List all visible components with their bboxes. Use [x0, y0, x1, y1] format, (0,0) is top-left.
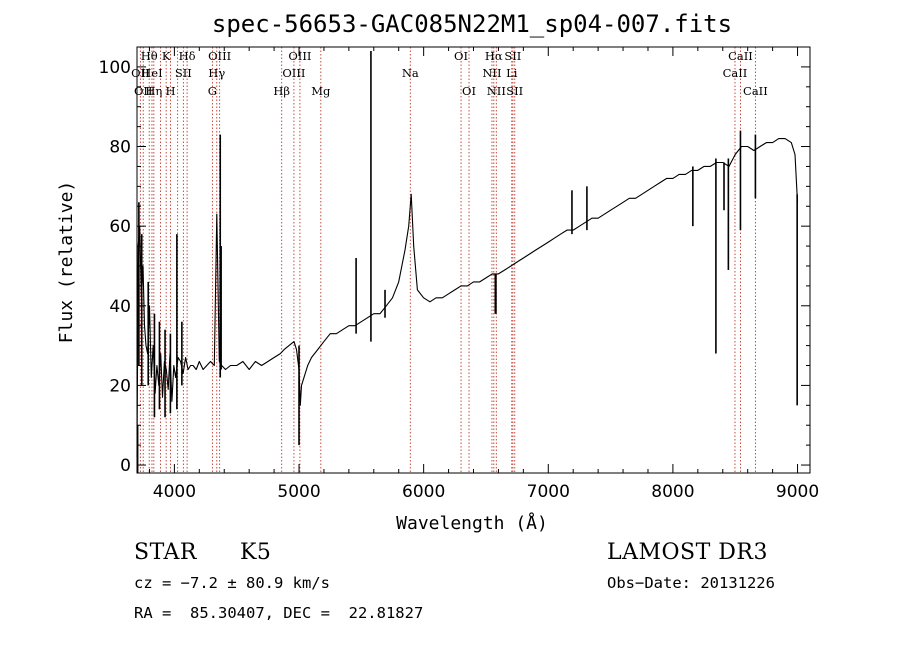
reference-line-label: HeI [141, 66, 162, 80]
y-tick-label: 40 [109, 297, 131, 317]
chart-title: spec-56653-GAC085N22M1_sp04-007.fits [212, 10, 732, 38]
reference-line-label: Hδ [179, 49, 196, 63]
reference-line-label: NII [482, 66, 501, 80]
reference-line-label: OI [462, 84, 476, 98]
y-tick-label: 20 [109, 376, 131, 396]
reference-line-label: Hα [485, 49, 503, 63]
observation-date: Obs−Date: 20131226 [607, 574, 775, 592]
reference-line-label: OII [134, 84, 153, 98]
x-axis: 4000 5000 6000 7000 8000 9000 [148, 47, 819, 502]
y-axis-label: Flux (relative) [56, 181, 77, 344]
reference-line-label: SII [504, 49, 521, 63]
x-tick-label: 4000 [153, 482, 196, 502]
reference-line-label: OIII [208, 49, 231, 63]
sky-coordinates: RA = 85.30407, DEC = 22.81827 [134, 604, 424, 622]
reference-line-label: G [208, 84, 217, 98]
y-tick-label: 60 [109, 217, 131, 237]
reference-line-label: CaII [743, 84, 768, 98]
x-tick-label: 6000 [402, 482, 445, 502]
reference-line-label: Hβ [273, 84, 290, 98]
x-axis-label: Wavelength (Å) [396, 512, 548, 534]
y-tick-label: 0 [120, 456, 131, 476]
reference-line-label: OIII [288, 49, 311, 63]
reference-lines [139, 47, 756, 473]
reference-line-label: CaII [723, 66, 748, 80]
object-class: STAR [134, 540, 197, 565]
reference-line-label: OI [454, 49, 468, 63]
x-tick-label: 8000 [651, 482, 694, 502]
x-tick-label: 7000 [527, 482, 570, 502]
y-tick-label: 100 [99, 58, 131, 78]
spectrum-line [136, 138, 799, 458]
y-tick-label: 80 [109, 138, 131, 158]
reference-line-label: NII [487, 84, 506, 98]
object-subclass: K5 [240, 540, 272, 565]
reference-line-label: K [162, 49, 171, 63]
redshift-velocity: cz = −7.2 ± 80.9 km/s [134, 574, 330, 592]
reference-line-label: CaII [728, 49, 753, 63]
reference-line-label: Na [402, 66, 419, 80]
reference-line-label: Hγ [208, 66, 225, 80]
spectrum-series [136, 50, 799, 473]
reference-line-label: Li [506, 66, 518, 80]
reference-line-label: SII [175, 66, 192, 80]
reference-line-label: OII [131, 66, 150, 80]
reference-line-label: OIII [282, 66, 305, 80]
reference-line-labels: OII OII Hθ HeI Hη K H SII Hδ G Hγ OIII Hβ OIII OIII Mg N… [131, 49, 768, 98]
reference-line-label: H [166, 84, 176, 98]
plot-frame [136, 46, 811, 474]
survey-release: LAMOST DR3 [607, 540, 768, 565]
x-tick-label: 5000 [277, 482, 320, 502]
y-axis: 0 20 40 60 80 100 [99, 58, 810, 476]
reference-line-label: Mg [311, 84, 331, 98]
reference-line-label: SII [506, 84, 523, 98]
reference-line-label: Hθ [141, 49, 158, 63]
reference-line-label: Hη [145, 84, 162, 98]
x-tick-label: 9000 [776, 482, 819, 502]
